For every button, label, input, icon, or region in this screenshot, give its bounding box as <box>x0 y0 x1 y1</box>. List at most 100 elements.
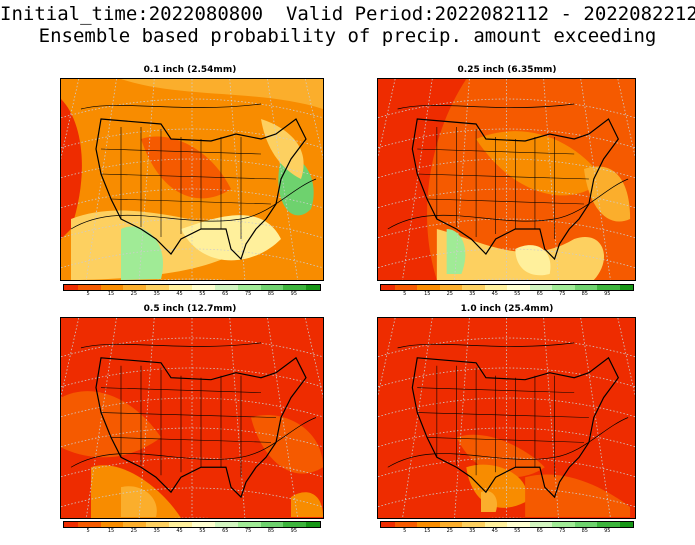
colorbar-segment <box>381 522 395 527</box>
colorbar-tick-label: 5 <box>403 291 407 297</box>
colorbar-tick-label: 25 <box>446 528 453 534</box>
colorbar-tick-label: 95 <box>604 528 611 534</box>
longitude-line <box>267 318 299 518</box>
figure-title-line-2: Ensemble based probability of precip. am… <box>38 25 657 47</box>
colorbar-segment <box>381 285 395 290</box>
colorbar-tick-label: 65 <box>536 291 543 297</box>
colorbar-tick-label: 25 <box>446 291 453 297</box>
longitude-line <box>402 79 433 280</box>
contour-line <box>397 342 575 349</box>
colorbar-tick-label: 55 <box>514 528 521 534</box>
probability-region <box>261 119 304 179</box>
probability-region <box>251 414 323 474</box>
colorbar-tick-label: 75 <box>244 528 252 534</box>
longitude-line <box>267 79 299 280</box>
colorbar-segment <box>146 285 170 290</box>
colorbar-tick-label: 75 <box>244 291 252 297</box>
probability-region <box>121 226 163 280</box>
latitude-line <box>61 188 323 209</box>
colorbar-segment <box>619 285 633 290</box>
probability-region <box>141 136 231 199</box>
state-boundary <box>417 412 589 418</box>
latitude-line <box>378 397 635 418</box>
colorbar-segment <box>146 522 170 527</box>
latitude-line <box>61 487 323 508</box>
colorbar-segment <box>552 522 575 527</box>
probability-region <box>378 79 467 280</box>
latitude-line <box>61 98 323 119</box>
colorbar-tick-label: 35 <box>153 291 160 297</box>
probability-region <box>181 215 281 261</box>
probability-map <box>60 317 324 519</box>
probability-region <box>121 79 323 109</box>
latitude-line <box>61 218 323 239</box>
probability-region <box>278 157 314 216</box>
colorbar-segment <box>529 285 552 290</box>
panel-0.1-inch: 0.1 inch (2.54mm) 5 15 25 35 45 55 65 75 85 95 <box>55 62 325 302</box>
probability-map <box>377 78 636 281</box>
probability-region <box>515 245 551 276</box>
colorbar-segment <box>417 522 440 527</box>
colorbar-segment <box>237 285 261 290</box>
latitude-line <box>61 457 323 478</box>
colorbar-labels: 5 15 25 35 45 55 65 75 85 95 <box>63 291 319 299</box>
colorbar-tick-label: 5 <box>86 291 90 297</box>
longitude-line <box>85 79 117 280</box>
colorbar-segment <box>462 522 485 527</box>
colorbar-segment <box>283 522 307 527</box>
contour-line <box>80 103 262 110</box>
colorbar-segment <box>100 522 124 527</box>
colorbar-tick-label: 45 <box>176 291 183 297</box>
colorbar-segment <box>597 522 620 527</box>
colorbar-tick-label: 5 <box>86 528 90 534</box>
colorbar-segment <box>394 285 417 290</box>
latitude-line <box>61 337 323 358</box>
colorbar-segment <box>214 522 238 527</box>
latitude-line <box>61 427 323 448</box>
colorbar-segment <box>574 522 597 527</box>
colorbar <box>63 521 321 528</box>
latitude-line <box>61 248 323 269</box>
country-outline <box>411 356 620 499</box>
contour-line <box>70 178 317 230</box>
probability-region <box>291 492 323 518</box>
colorbar-labels: 5 15 25 35 45 55 65 75 85 95 <box>380 291 632 299</box>
probability-region <box>446 229 466 274</box>
colorbar <box>63 284 321 291</box>
colorbar-tick-label: 25 <box>130 528 138 534</box>
colorbar-tick-label: 45 <box>176 528 183 534</box>
colorbar-tick-label: 85 <box>581 528 588 534</box>
colorbar-tick-label: 35 <box>153 528 160 534</box>
state-boundary <box>100 148 262 155</box>
latitude-line <box>378 337 635 358</box>
colorbar-labels: 5 15 25 35 45 55 65 75 85 95 <box>63 528 319 536</box>
country-outline <box>95 356 307 499</box>
colorbar-labels: 5 15 25 35 45 55 65 75 85 95 <box>380 528 632 536</box>
colorbar-segment <box>417 285 440 290</box>
country-outline <box>95 118 307 261</box>
latitude-line <box>378 487 635 508</box>
colorbar-segment <box>394 522 417 527</box>
colorbar-segment <box>439 522 462 527</box>
colorbar-segment <box>597 285 620 290</box>
colorbar-segment <box>192 285 215 290</box>
latitude-line <box>378 158 635 179</box>
colorbar <box>380 284 634 291</box>
colorbar-segment <box>484 522 507 527</box>
colorbar-tick-label: 85 <box>267 528 275 534</box>
latitude-line <box>378 248 635 269</box>
probability-region <box>61 391 161 458</box>
colorbar-segment <box>64 522 78 527</box>
colorbar-segment <box>507 285 530 290</box>
contour-line <box>80 342 262 349</box>
state-boundary <box>100 173 277 180</box>
colorbar-tick-label: 75 <box>559 528 566 534</box>
colorbar-tick-label: 45 <box>491 528 498 534</box>
colorbar-tick-label: 55 <box>199 528 206 534</box>
state-boundary <box>427 437 585 443</box>
colorbar-segment <box>484 285 507 290</box>
state-boundary <box>100 387 262 393</box>
colorbar-segment <box>169 522 193 527</box>
colorbar-segment <box>306 285 321 290</box>
latitude-line <box>61 158 323 179</box>
